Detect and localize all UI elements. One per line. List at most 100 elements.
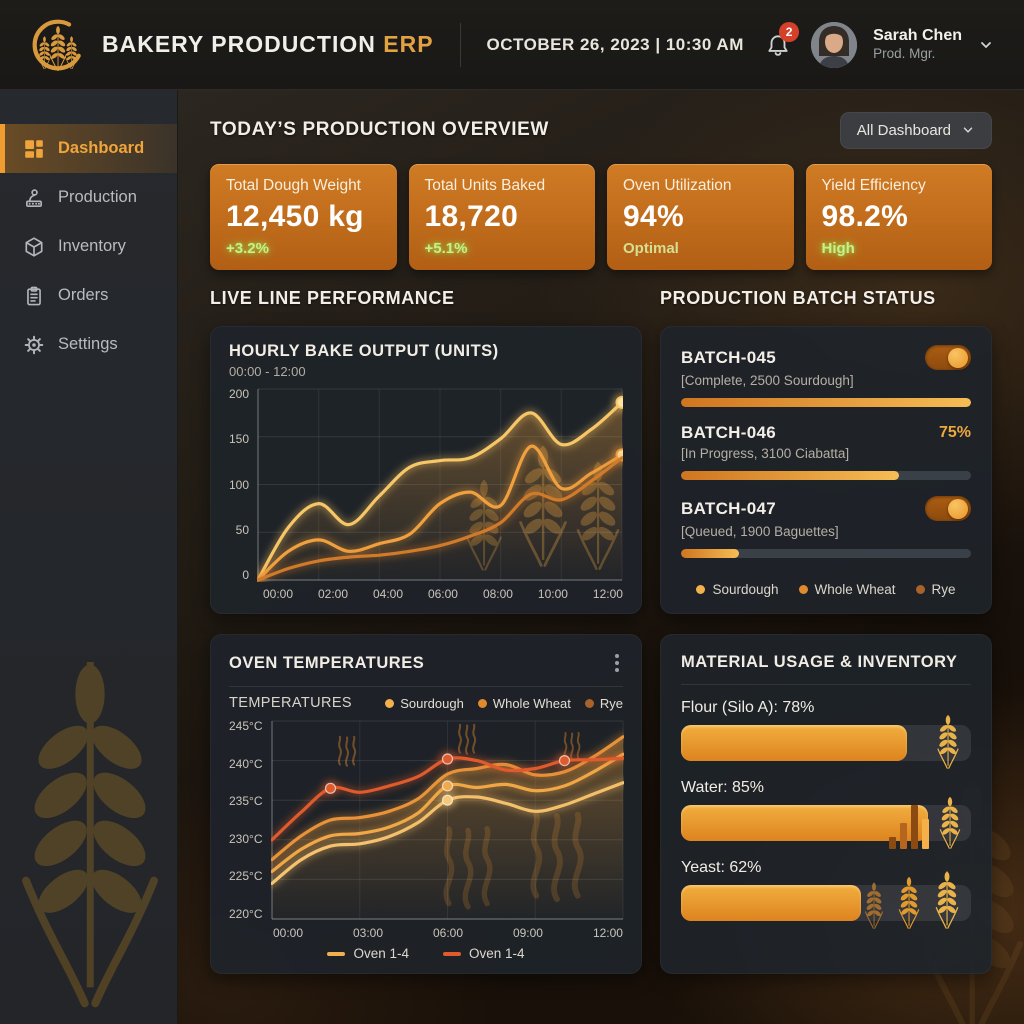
legend-label: Rye: [599, 695, 623, 711]
legend-item: Oven 1-4: [443, 946, 525, 961]
material-progress-track: [681, 870, 971, 929]
legend-item: Whole Wheat: [477, 695, 571, 711]
data-point-marker: [558, 754, 570, 767]
header-datetime: OCTOBER 26, 2023 | 10:30 AM: [486, 34, 744, 54]
sidebar-item-inventory[interactable]: Inventory: [0, 222, 177, 271]
y-tick-label: 200: [229, 387, 250, 401]
user-menu-chevron-down-icon[interactable]: [978, 37, 994, 53]
material-progress-fill: [681, 805, 928, 841]
plot1-svg: [270, 720, 624, 920]
material-progress-track: [681, 796, 971, 849]
material-label: Yeast: 62%: [681, 859, 762, 876]
y-tick-label: 230°C: [229, 831, 263, 846]
x-tick-label: 02:00: [317, 587, 349, 601]
user-name: Sarah Chen: [873, 27, 962, 45]
x-tick-label: 06:00: [432, 926, 463, 940]
oven-temps-title: OVEN TEMPERATURES: [229, 653, 425, 672]
material-usage-card: MATERIAL USAGE & INVENTORY Flour (Silo A…: [660, 634, 992, 974]
batch-id: BATCH-047: [681, 498, 776, 518]
mixer-icon: [23, 187, 45, 209]
wheat-decoration: [933, 711, 963, 769]
sidebar-item-settings[interactable]: Settings: [0, 320, 177, 369]
y-tick-label: 50: [235, 522, 250, 537]
y-tick-label: 100: [229, 477, 250, 492]
oven-series-legend: Oven 1-4 Oven 1-4: [229, 940, 623, 963]
oven-temps-legend: Sourdough Whole Wheat Rye: [385, 696, 623, 711]
wheat-stalks-decoration: [861, 870, 963, 929]
sidebar-item-label: Dashboard: [58, 139, 145, 157]
brand-logo-wheat-icon: [30, 17, 86, 73]
oven-temps-y-axis: 245°C 240°C 235°C 230°C 225°C 220°C: [229, 719, 271, 921]
batch-progress-track: [681, 398, 971, 407]
notification-badge: 2: [779, 21, 800, 42]
hourly-bake-output-card: HOURLY BAKE OUTPUT (UNITS) 00:00 - 12:00…: [210, 326, 642, 614]
kpi-value: 94%: [623, 200, 684, 233]
y-tick-label: 0: [242, 568, 250, 582]
gear-icon: [23, 334, 45, 356]
user-avatar[interactable]: [811, 21, 858, 68]
sidebar-item-orders[interactable]: Orders: [0, 271, 177, 320]
end-point-dot: [615, 395, 624, 409]
batch-toggle[interactable]: [925, 345, 971, 370]
kpi-label: Oven Utilization: [623, 177, 732, 194]
batch-percent: 75%: [938, 424, 971, 441]
batch-progress-fill: [681, 398, 971, 407]
notifications-button[interactable]: 2: [761, 21, 800, 62]
batch-toggle[interactable]: [925, 496, 971, 521]
dashboard-filter-label: All Dashboard: [856, 121, 951, 139]
batch-row: BATCH-046 75% [In Progress, 3100 Ciabatta]: [681, 423, 971, 480]
material-progress-fill: [681, 725, 908, 761]
legend-label: Oven 1-4: [353, 946, 409, 961]
batch-detail: [Complete, 2500 Sourdough]: [681, 373, 854, 388]
x-tick-label: 00:00: [263, 587, 294, 601]
app-title: BAKERY PRODUCTION ERP: [102, 31, 434, 57]
sidebar-nav: Dashboard Production Inventory Orders Settin…: [0, 90, 178, 1024]
production-batch-status-card: BATCH-045 [Complete, 2500 Sourdough] BATCH…: [660, 326, 992, 614]
material-item: Flour (Silo A): 78%: [681, 699, 971, 769]
temperatures-label: TEMPERATURES: [229, 695, 352, 711]
batch-id: BATCH-045: [681, 347, 776, 367]
legend-label: Whole Wheat: [492, 695, 571, 711]
legend-label: Oven 1-4: [469, 946, 525, 961]
kpi-card: Yield Efficiency 98.2% High: [805, 164, 992, 270]
legend-item: Rye: [915, 582, 956, 597]
oven-temperatures-chart: [270, 719, 624, 921]
batch-detail: [In Progress, 3100 Ciabatta]: [681, 446, 850, 461]
kpi-value: 12,450 kg: [226, 200, 364, 233]
data-point-marker: [441, 794, 453, 806]
legend-label: Whole Wheat: [814, 582, 896, 597]
sidebar-item-production[interactable]: Production: [0, 173, 177, 222]
x-tick-label: 04:00: [372, 587, 403, 601]
dashboard-filter-dropdown[interactable]: All Dashboard: [839, 111, 992, 149]
sidebar-item-label: Inventory: [58, 237, 126, 255]
legend-dot: [385, 698, 395, 708]
sidebar-item-label: Production: [58, 188, 137, 206]
legend-dot: [584, 698, 594, 708]
bars-wheat-decoration: [889, 791, 963, 849]
y-tick-label: 225°C: [229, 869, 263, 884]
batch-row: BATCH-045 [Complete, 2500 Sourdough]: [681, 345, 971, 407]
series-oven-line-3: [270, 735, 624, 862]
sidebar-wheat-watermark: [10, 602, 170, 1024]
x-tick-label: 06:00: [427, 587, 458, 601]
batch-progress-fill: [681, 549, 739, 558]
series-line-3: [257, 456, 624, 582]
x-tick-label: 08:00: [482, 587, 513, 601]
kpi-value: 18,720: [424, 200, 519, 233]
x-tick-label: 10:00: [537, 587, 568, 601]
user-role: Prod. Mgr.: [873, 46, 936, 62]
sidebar-item-dashboard[interactable]: Dashboard: [0, 124, 177, 173]
hourly-y-axis: 200 150 100 50 0: [229, 387, 257, 582]
oven-temps-menu-button[interactable]: [611, 650, 623, 676]
hourly-chart-range: 00:00 - 12:00: [229, 364, 306, 379]
series-line-1: [257, 400, 624, 582]
main-content: TODAY’S PRODUCTION OVERVIEW All Dashboar…: [178, 90, 1024, 1024]
clipboard-icon: [23, 285, 45, 307]
sidebar-item-label: Settings: [58, 335, 118, 353]
user-menu[interactable]: Sarah Chen Prod. Mgr.: [873, 26, 962, 63]
kpi-label: Total Dough Weight: [226, 177, 361, 194]
kpi-note: +3.2%: [226, 240, 269, 257]
legend-dot: [915, 585, 925, 594]
hourly-chart-title: HOURLY BAKE OUTPUT (UNITS): [229, 342, 499, 360]
